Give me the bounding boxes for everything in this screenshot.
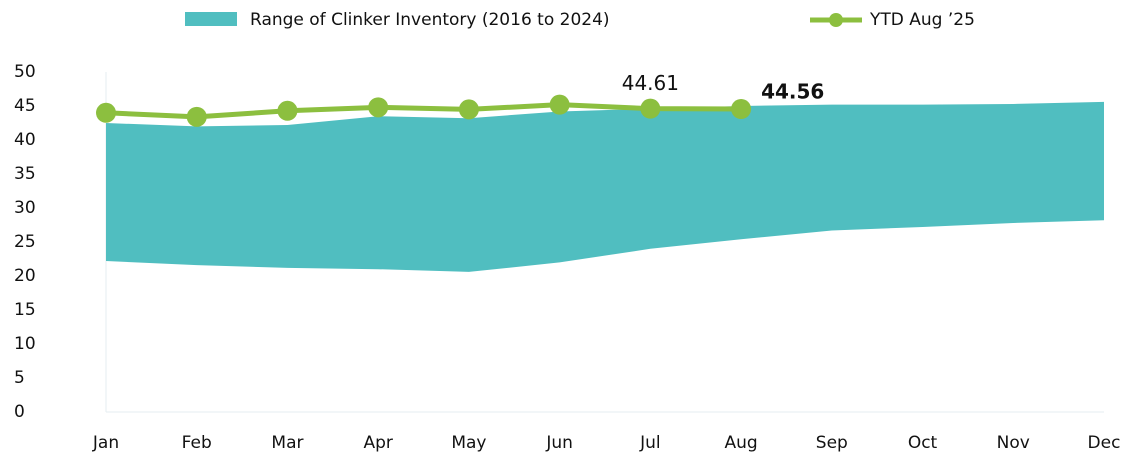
point [549, 94, 570, 115]
point [458, 99, 479, 120]
y-tick-label: 0 [14, 402, 25, 422]
legend-label: YTD Aug ’25 [869, 10, 975, 30]
y-tick-label: 20 [14, 266, 36, 286]
x-tick-label: Jul [639, 433, 661, 453]
x-tick-label: May [451, 433, 486, 453]
x-tick-label: Sep [816, 433, 848, 453]
point [96, 102, 116, 123]
x-tick-label: Oct [908, 433, 938, 453]
legend-label: Range of Clinker Inventory (2016 to 2024… [250, 10, 610, 30]
x-tick-label: Nov [997, 433, 1030, 453]
y-tick-label: 50 [14, 62, 36, 82]
y-tick-label: 45 [14, 96, 36, 116]
data-label: 44.56 [761, 79, 824, 103]
point [186, 106, 207, 127]
x-tick-label: Apr [363, 433, 392, 453]
y-tick-label: 30 [14, 198, 36, 218]
y-tick-label: 5 [14, 368, 25, 388]
data-label: 44.61 [622, 71, 679, 95]
point [368, 97, 389, 118]
x-tick-label: Jan [92, 433, 119, 453]
legend-swatch [185, 12, 237, 26]
point [640, 98, 661, 119]
y-tick-label: 40 [14, 130, 36, 150]
y-tick-label: 25 [14, 232, 36, 252]
y-tick-label: 35 [14, 164, 36, 184]
line [105, 102, 742, 120]
x-tick-label: Feb [182, 433, 212, 453]
point [731, 98, 752, 119]
range-area [106, 101, 1104, 272]
x-tick-label: Dec [1088, 433, 1121, 453]
x-tick-label: Mar [271, 433, 303, 453]
y-tick-label: 15 [14, 300, 36, 320]
x-tick-label: Aug [724, 433, 757, 453]
x-tick-label: Jun [545, 433, 573, 453]
legend-swatch [829, 13, 843, 27]
point [277, 100, 298, 121]
y-tick-label: 10 [14, 334, 36, 354]
